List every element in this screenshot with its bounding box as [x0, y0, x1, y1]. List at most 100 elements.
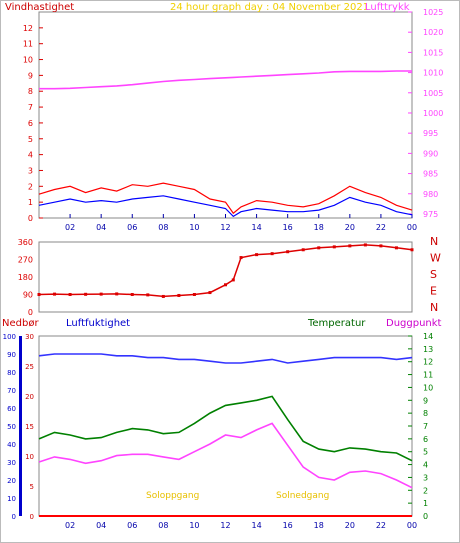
pressure-y-tick: 980 [423, 190, 438, 199]
temp-y-tick: 10 [423, 383, 433, 392]
climate-x-tick: 02 [65, 521, 75, 530]
series-lufttrykk [39, 70, 412, 90]
humidity-y-tick: 40 [7, 441, 16, 449]
rain-y-tick: 0 [30, 513, 34, 521]
wind-x-tick: 02 [65, 223, 75, 232]
rain-y-tick: 30 [25, 333, 34, 341]
rain-y-tick: 5 [30, 483, 34, 491]
humidity-y-tick: 20 [7, 477, 16, 485]
pressure-y-tick: 1025 [423, 8, 443, 17]
direction-y-tick: 180 [18, 273, 33, 282]
direction-y-tick: 360 [18, 238, 33, 247]
temp-y-tick: 7 [423, 422, 428, 431]
temp-y-tick: 11 [423, 371, 433, 380]
compass-label: N [430, 235, 438, 248]
humidity-y-tick: 60 [7, 405, 16, 413]
direction-y-tick: 270 [18, 256, 33, 265]
series-vindretning [38, 244, 413, 298]
temp-y-tick: 1 [423, 499, 428, 508]
humidity-y-tick: 90 [7, 351, 16, 359]
wind-x-tick: 04 [96, 223, 106, 232]
pressure-y-tick: 985 [423, 170, 438, 179]
rain-y-tick: 15 [25, 423, 34, 431]
wind-y-tick: 5 [28, 135, 33, 144]
series-duggpunkt [38, 422, 413, 489]
wind-y-tick: 6 [28, 119, 33, 128]
chart-title: 24 hour graph day : 04 November 2021 [170, 2, 369, 13]
wind-y-tick: 12 [23, 24, 33, 33]
panel-wind-frame [38, 11, 413, 219]
sunset-label: Solnedgang [276, 491, 329, 501]
wind-y-tick: 7 [28, 103, 33, 112]
pressure-y-tick: 1020 [423, 28, 443, 37]
wind-y-tick: 0 [28, 214, 33, 223]
pressure-label: Lufttrykk [365, 2, 410, 13]
temp-y-tick: 12 [423, 358, 433, 367]
series-vindretning-middel [38, 195, 413, 218]
wind-y-tick: 11 [23, 40, 33, 49]
humidity-y-tick: 30 [7, 459, 16, 467]
pressure-y-tick: 1005 [423, 89, 443, 98]
climate-label-3: Duggpunkt [386, 318, 442, 329]
temp-y-tick: 14 [423, 332, 433, 341]
climate-x-tick: 04 [96, 521, 106, 530]
wind-x-tick: 06 [127, 223, 137, 232]
direction-y-tick: 0 [28, 308, 33, 317]
climate-x-tick: 18 [314, 521, 324, 530]
climate-x-tick: 20 [345, 521, 355, 530]
rain-y-tick: 10 [25, 453, 34, 461]
wind-y-tick: 4 [28, 151, 33, 160]
pressure-y-tick: 1010 [423, 69, 443, 78]
temp-y-tick: 6 [423, 435, 428, 444]
humidity-y-tick: 0 [12, 513, 16, 521]
wind-x-tick: 10 [189, 223, 199, 232]
humidity-y-tick: 80 [7, 369, 16, 377]
series-temperatur [38, 395, 413, 462]
climate-x-tick: 06 [127, 521, 137, 530]
climate-label-0: Nedbør [2, 318, 39, 329]
pressure-y-tick: 990 [423, 149, 438, 158]
temp-y-tick: 5 [423, 448, 428, 457]
sunrise-label: Soloppgang [146, 491, 199, 501]
pressure-y-tick: 995 [423, 129, 438, 138]
climate-x-tick: 00 [407, 521, 417, 530]
wind-x-tick: 16 [283, 223, 293, 232]
temp-y-tick: 2 [423, 486, 428, 495]
wind-y-tick: 2 [28, 182, 33, 191]
compass-label: E [430, 285, 437, 298]
wind-x-tick: 14 [251, 223, 261, 232]
humidity-y-tick: 10 [7, 495, 16, 503]
wind-x-tick: 00 [407, 223, 417, 232]
compass-label: N [430, 301, 438, 314]
wind-y-tick: 1 [28, 198, 33, 207]
climate-label-2: Temperatur [307, 318, 366, 329]
humidity-y-tick: 70 [7, 387, 16, 395]
series-luftfuktighet [38, 353, 413, 364]
series-vindhastighet [38, 182, 413, 215]
humidity-y-tick: 100 [3, 333, 16, 341]
wind-x-tick: 18 [314, 223, 324, 232]
direction-y-tick: 90 [23, 291, 33, 300]
wind-x-tick: 20 [345, 223, 355, 232]
compass-label: W [430, 252, 441, 265]
pressure-y-tick: 975 [423, 210, 438, 219]
compass-label: S [430, 268, 437, 281]
temp-y-tick: 3 [423, 473, 428, 482]
wind-y-tick: 9 [28, 71, 33, 80]
wind-x-tick: 08 [158, 223, 168, 232]
rain-y-tick: 25 [25, 363, 34, 371]
humidity-y-tick: 50 [7, 423, 16, 431]
wind-y-tick: 3 [28, 166, 33, 175]
wind-speed-label: Vindhastighet [5, 2, 74, 13]
climate-x-tick: 16 [283, 521, 293, 530]
wind-x-tick: 22 [376, 223, 386, 232]
wind-x-tick: 12 [220, 223, 230, 232]
climate-x-tick: 14 [251, 521, 261, 530]
pressure-y-tick: 1000 [423, 109, 443, 118]
climate-x-tick: 08 [158, 521, 168, 530]
climate-x-tick: 12 [220, 521, 230, 530]
climate-x-tick: 10 [189, 521, 199, 530]
rain-y-tick: 20 [25, 393, 34, 401]
